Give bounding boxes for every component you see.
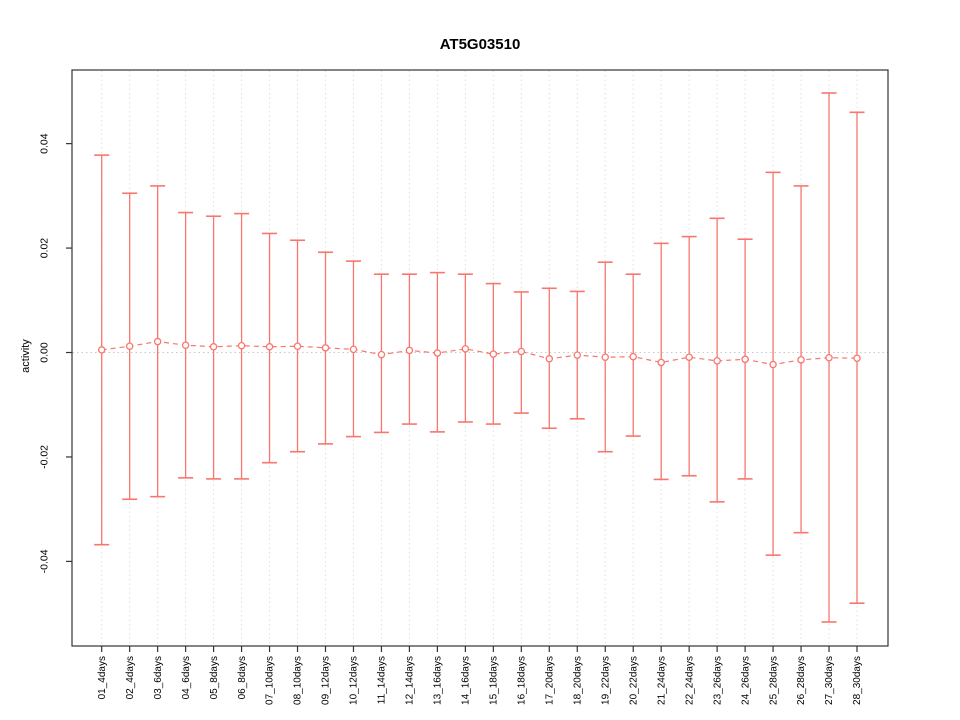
- x-tick-label: 05_8days: [209, 656, 220, 699]
- chart-title: AT5G03510: [439, 36, 521, 53]
- x-tick-label: 22_24days: [684, 656, 695, 705]
- x-tick-label: 25_28days: [768, 656, 779, 705]
- data-point: [181, 341, 190, 349]
- y-tick-label: 0.04: [38, 133, 50, 154]
- data-point: [321, 344, 330, 352]
- data-point: [517, 347, 526, 356]
- x-tick-label: 12_14days: [405, 656, 416, 705]
- data-point: [265, 343, 274, 351]
- x-tick-label: 24_26days: [740, 656, 751, 705]
- x-tick-label: 03_6days: [153, 656, 164, 699]
- data-point: [741, 355, 749, 364]
- data-point: [237, 341, 246, 350]
- x-tick-label: 27_30days: [824, 656, 835, 705]
- data-point: [797, 356, 805, 364]
- x-tick-label: 26_28days: [796, 656, 807, 705]
- x-tick-label: 01_4days: [97, 656, 108, 699]
- x-tick-label: 11_14days: [377, 656, 388, 704]
- x-tick-label: 18_20days: [572, 656, 583, 705]
- x-tick-label: 04_6days: [181, 656, 192, 699]
- x-tick-label: 07_10days: [265, 656, 276, 705]
- data-point: [125, 342, 134, 351]
- x-tick-label: 15_18days: [489, 656, 500, 705]
- data-point: [377, 350, 386, 359]
- x-tick-label: 21_24days: [656, 656, 667, 705]
- data-point: [349, 345, 358, 354]
- data-point: [461, 345, 470, 353]
- data-point: [405, 346, 414, 355]
- data-point: [685, 353, 693, 361]
- y-tick-label: 0.00: [38, 342, 50, 363]
- data-point: [601, 353, 609, 361]
- plot-border: [71, 69, 889, 647]
- data-point: [629, 352, 637, 361]
- data-point: [657, 358, 665, 367]
- x-tick-label: 23_26days: [712, 656, 723, 705]
- data-point: [545, 355, 554, 363]
- x-tick-label: 28_30days: [852, 656, 863, 705]
- x-tick-label: 02_4days: [125, 656, 136, 699]
- x-tick-label: 17_20days: [544, 656, 555, 705]
- data-point: [209, 343, 218, 351]
- x-tick-label: 06_8days: [237, 656, 248, 699]
- data-point: [293, 342, 302, 351]
- y-tick-label: -0.04: [38, 549, 50, 573]
- data-point: [433, 349, 442, 357]
- x-tick-label: 19_22days: [600, 656, 611, 705]
- data-point: [97, 346, 106, 354]
- x-tick-label: 09_12days: [321, 656, 332, 705]
- data-point: [769, 360, 777, 369]
- x-tick-label: 14_16days: [461, 656, 472, 705]
- data-point: [853, 354, 861, 363]
- data-point: [713, 357, 721, 365]
- y-tick-label: 0.02: [38, 238, 50, 259]
- x-tick-label: 20_22days: [628, 656, 639, 705]
- data-point: [489, 350, 498, 358]
- series-line: [101, 340, 858, 366]
- data-point: [825, 353, 833, 362]
- data-point: [153, 337, 162, 346]
- data-point: [573, 351, 582, 359]
- x-tick-label: 16_18days: [517, 656, 528, 705]
- x-tick-label: 08_10days: [293, 656, 304, 705]
- x-tick-label: 10_12days: [349, 656, 360, 705]
- x-tick-label: 13_16days: [433, 656, 444, 705]
- y-tick-label: -0.02: [38, 445, 50, 469]
